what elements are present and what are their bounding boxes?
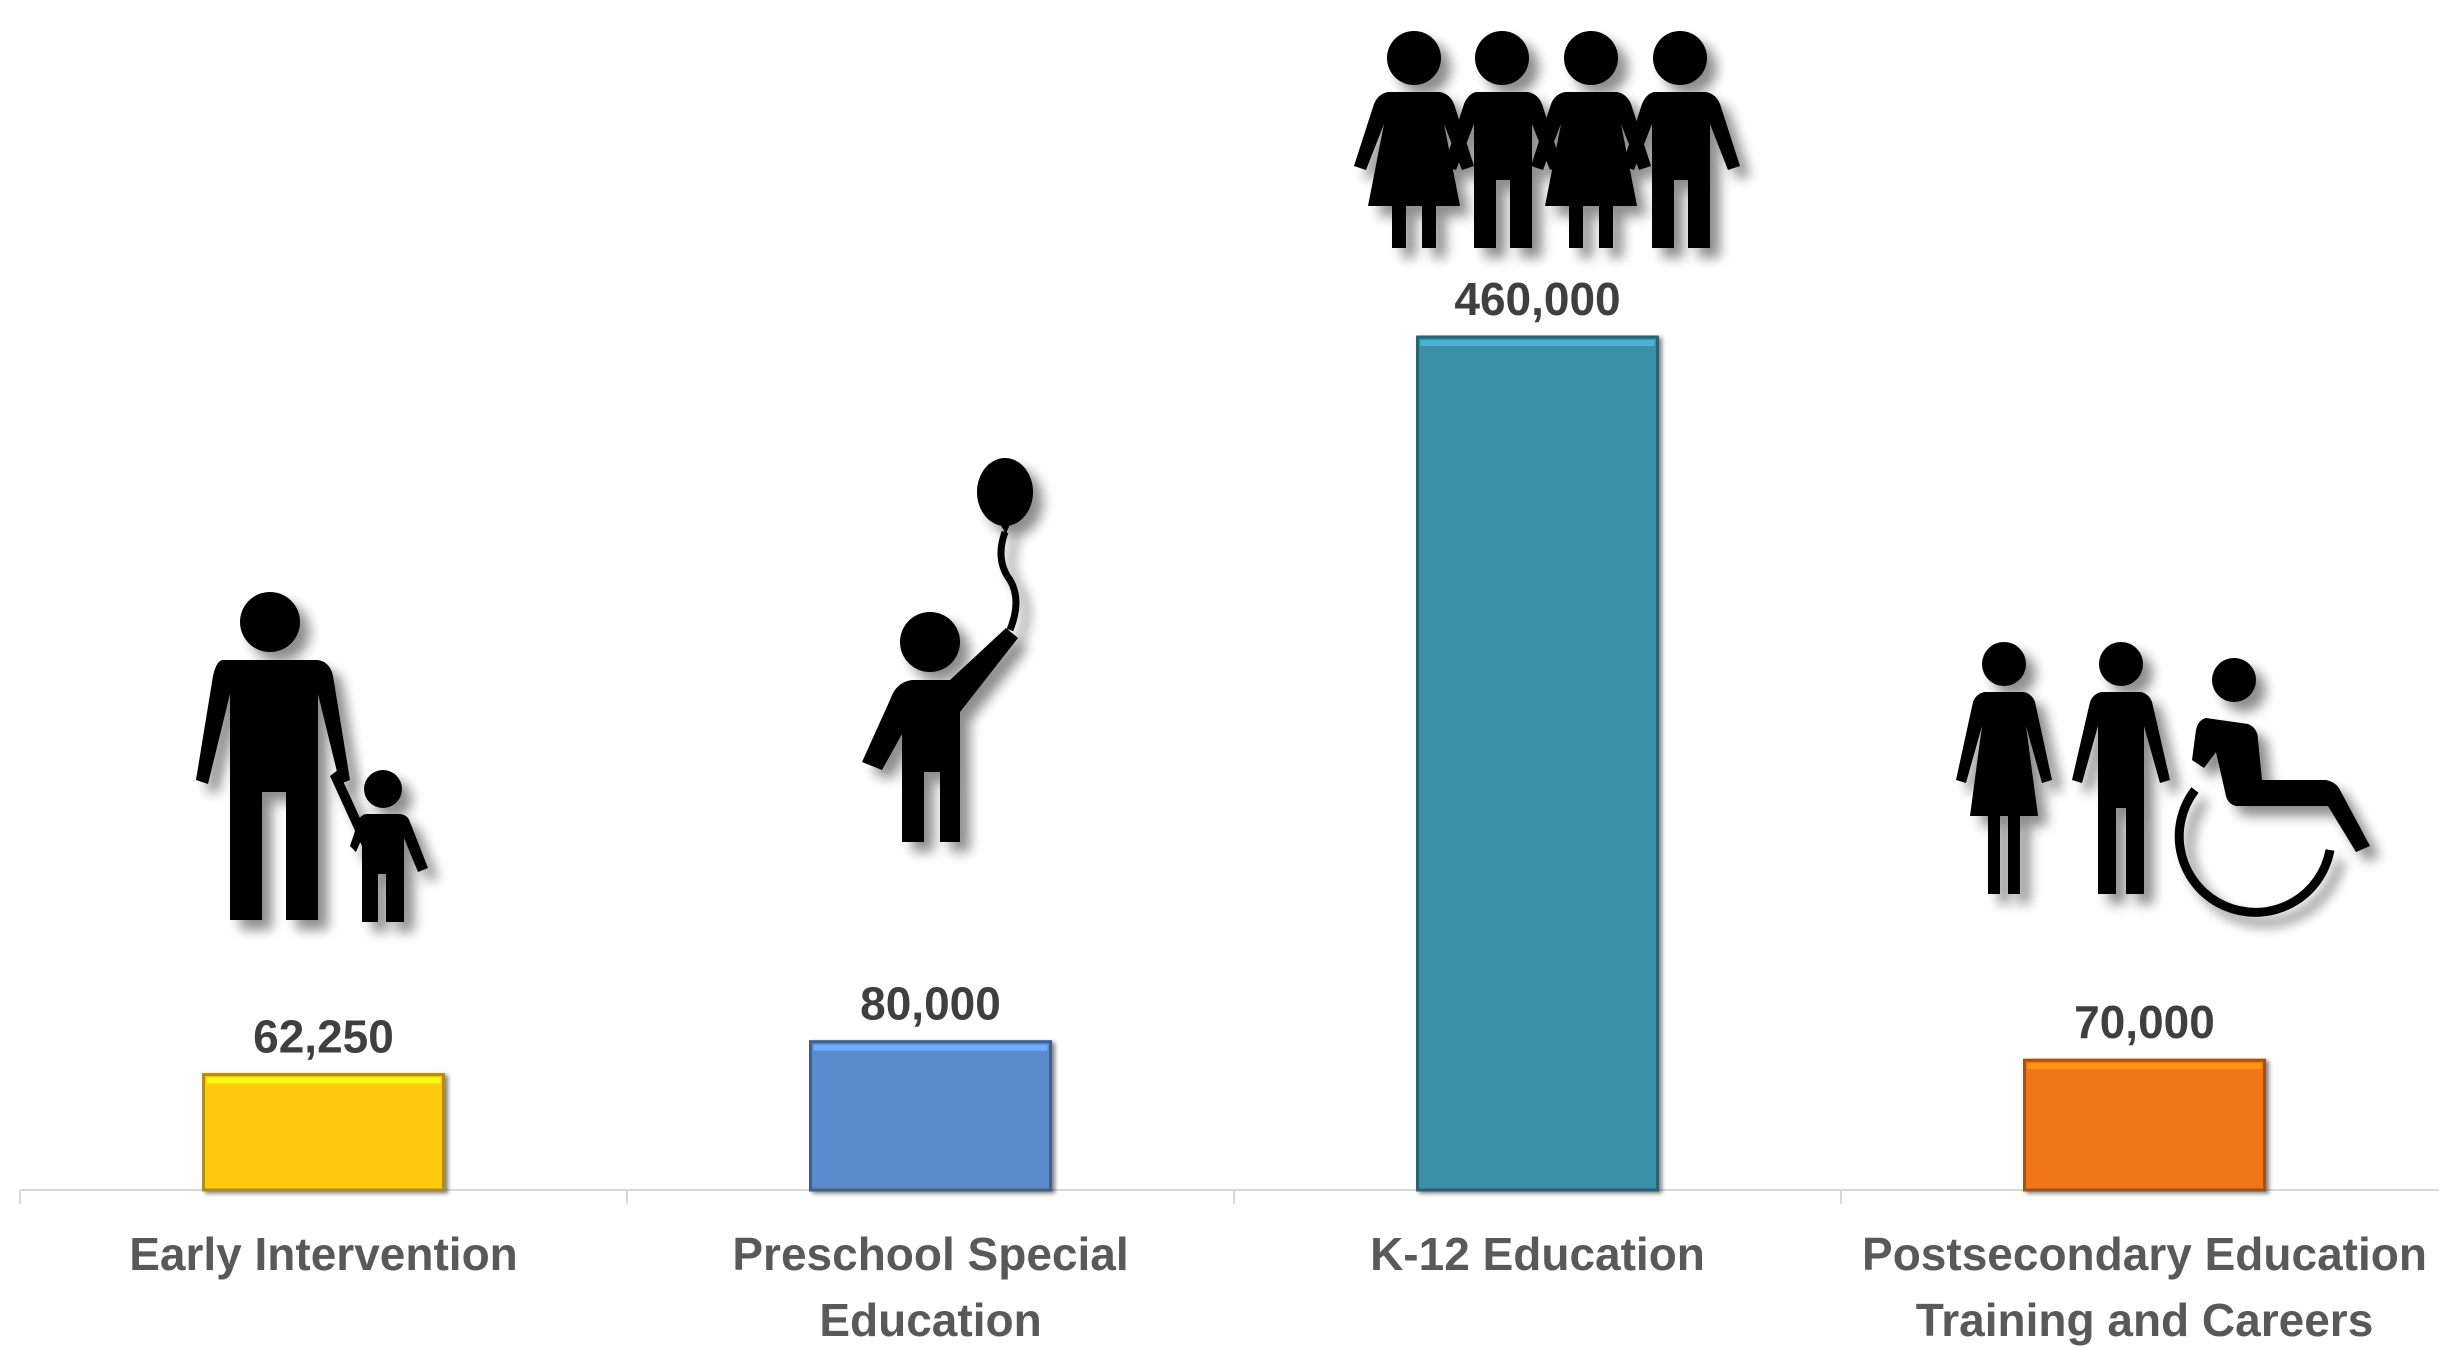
data-label: 62,250 bbox=[253, 1011, 394, 1063]
parent-with-child-icon bbox=[196, 592, 428, 922]
bar-highlight bbox=[813, 1044, 1048, 1051]
bar-highlight bbox=[2027, 1063, 2262, 1070]
bar bbox=[809, 1040, 1052, 1192]
x-axis-ticks bbox=[19, 1190, 1842, 1204]
bar bbox=[202, 1073, 445, 1192]
child-with-balloon-icon bbox=[862, 458, 1033, 842]
group-of-students-icon bbox=[1354, 31, 1740, 248]
data-label: 460,000 bbox=[1454, 273, 1620, 325]
bar-highlight bbox=[1420, 340, 1655, 346]
value-labels: 62,250 80,000 460,000 70,000 bbox=[253, 273, 2215, 1063]
bar bbox=[2023, 1058, 2266, 1192]
data-label: 80,000 bbox=[860, 978, 1001, 1030]
data-label: 70,000 bbox=[2074, 996, 2215, 1048]
category-label: Postsecondary Education bbox=[1862, 1228, 2427, 1280]
category-label: Training and Careers bbox=[1916, 1294, 2374, 1346]
category-label: Preschool Special bbox=[732, 1228, 1128, 1280]
bar-highlight bbox=[206, 1077, 441, 1084]
adults-and-wheelchair-user-icon bbox=[1956, 642, 2370, 917]
bar bbox=[1416, 335, 1659, 1192]
bar-series bbox=[202, 335, 2266, 1192]
category-labels: Early Intervention Preschool Special Educa… bbox=[129, 1228, 2427, 1346]
category-label: K-12 Education bbox=[1370, 1228, 1705, 1280]
category-label: Education bbox=[819, 1294, 1041, 1346]
category-label: Early Intervention bbox=[129, 1228, 518, 1280]
